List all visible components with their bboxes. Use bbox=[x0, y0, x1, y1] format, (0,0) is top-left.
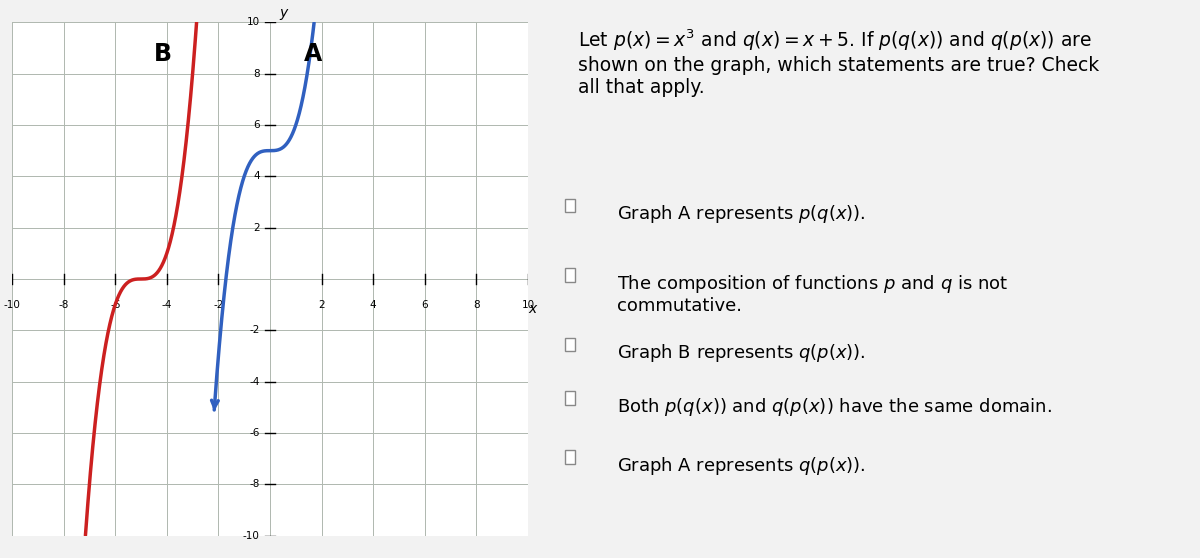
Text: -4: -4 bbox=[250, 377, 259, 387]
Text: -4: -4 bbox=[162, 300, 172, 310]
Text: -8: -8 bbox=[59, 300, 68, 310]
Text: -6: -6 bbox=[250, 428, 259, 438]
Text: B: B bbox=[154, 42, 172, 66]
Text: -10: -10 bbox=[4, 300, 20, 310]
Text: -10: -10 bbox=[242, 531, 259, 541]
Text: 6: 6 bbox=[421, 300, 428, 310]
Text: -2: -2 bbox=[250, 325, 259, 335]
Bar bbox=[565, 338, 575, 352]
Text: 8: 8 bbox=[473, 300, 480, 310]
Text: 4: 4 bbox=[370, 300, 377, 310]
Text: 2: 2 bbox=[318, 300, 325, 310]
Text: 6: 6 bbox=[253, 120, 259, 130]
Text: $x$: $x$ bbox=[528, 302, 539, 316]
Text: 10: 10 bbox=[246, 17, 259, 27]
Text: Graph A represents $q(p(x))$.: Graph A represents $q(p(x))$. bbox=[617, 455, 865, 477]
Text: Graph A represents $p(q(x))$.: Graph A represents $p(q(x))$. bbox=[617, 203, 865, 225]
Text: Let $p(x) = x^3$ and $q(x) = x + 5$. If $p(q(x))$ and $q(p(x))$ are
shown on the: Let $p(x) = x^3$ and $q(x) = x + 5$. If … bbox=[578, 27, 1099, 97]
Text: The composition of functions $p$ and $q$ is not
commutative.: The composition of functions $p$ and $q$… bbox=[617, 272, 1008, 315]
Text: -2: -2 bbox=[214, 300, 223, 310]
Text: 2: 2 bbox=[253, 223, 259, 233]
Text: -8: -8 bbox=[250, 479, 259, 489]
Text: 4: 4 bbox=[253, 171, 259, 181]
Text: A: A bbox=[304, 42, 322, 66]
Text: Both $p(q(x))$ and $q(p(x))$ have the same domain.: Both $p(q(x))$ and $q(p(x))$ have the sa… bbox=[617, 396, 1051, 418]
Bar bbox=[565, 450, 575, 464]
Bar bbox=[565, 199, 575, 212]
Text: $y$: $y$ bbox=[280, 7, 289, 22]
Text: 10: 10 bbox=[522, 300, 534, 310]
Text: 8: 8 bbox=[253, 69, 259, 79]
Bar bbox=[565, 268, 575, 282]
Text: -6: -6 bbox=[110, 300, 120, 310]
Bar bbox=[565, 391, 575, 405]
Text: Graph B represents $q(p(x))$.: Graph B represents $q(p(x))$. bbox=[617, 342, 865, 364]
